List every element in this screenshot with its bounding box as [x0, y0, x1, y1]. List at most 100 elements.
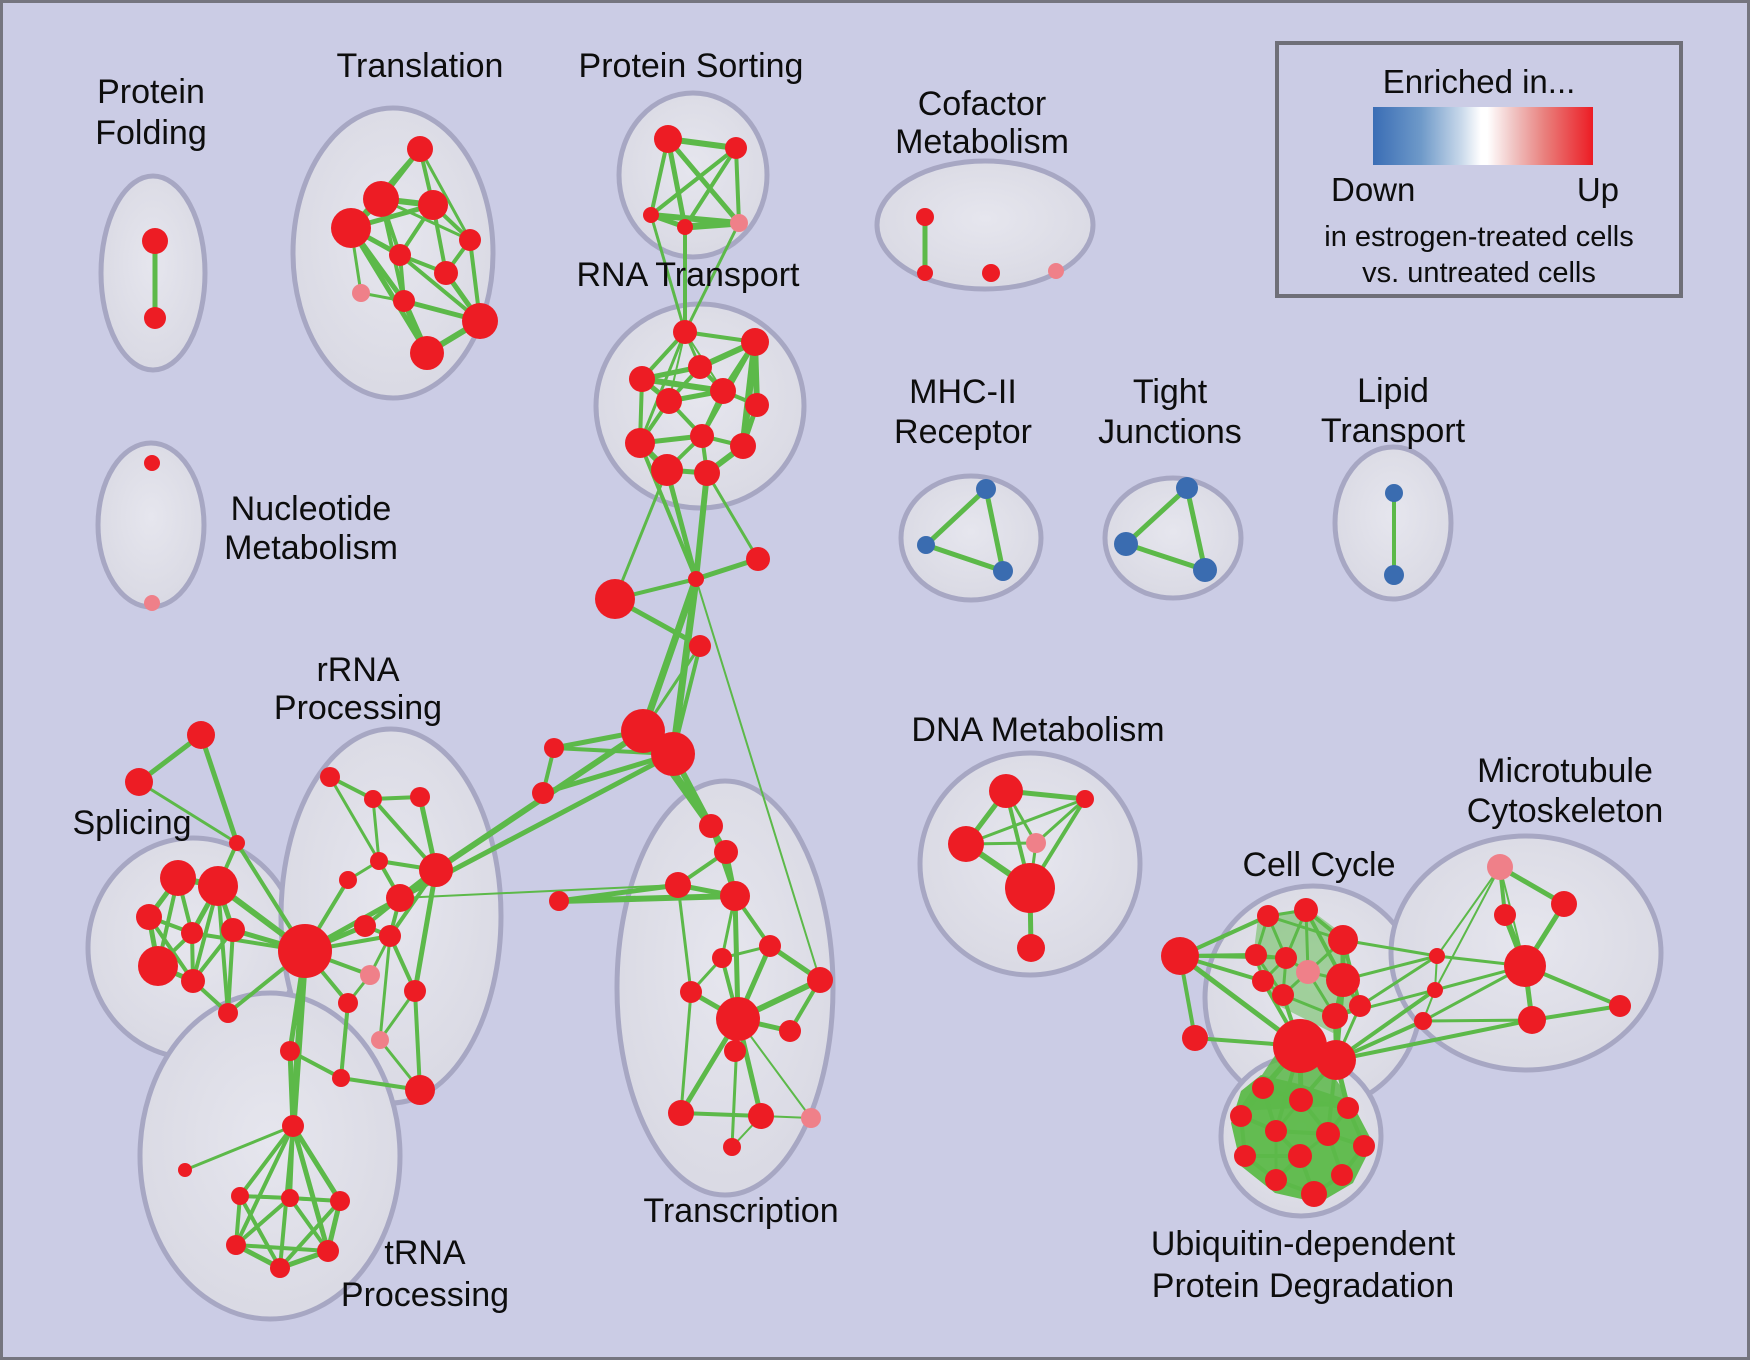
node-tr1 [699, 814, 723, 838]
network-edge [705, 471, 760, 561]
node-t3 [418, 190, 448, 220]
node-rt10 [730, 433, 756, 459]
node-t11 [410, 336, 444, 370]
rrna-processing-label: rRNA [316, 651, 399, 689]
node-sp3 [136, 904, 162, 930]
network-edge [234, 1196, 292, 1247]
node-tr5 [712, 948, 732, 968]
node-cn3 [595, 579, 635, 619]
node-rr14 [332, 1069, 350, 1087]
node-rr7 [386, 884, 414, 912]
splicing-label: Splicing [72, 804, 191, 842]
network-edge [638, 441, 698, 581]
node-rr6 [419, 853, 453, 887]
cofactor-metabolism-label: Cofactor [918, 85, 1047, 123]
network-edge [1123, 485, 1190, 547]
node-cc9 [1326, 963, 1360, 997]
rna-transport-label: RNA Transport [577, 256, 801, 294]
node-nm2 [144, 595, 160, 611]
microtubule-cytoskeleton-label: Cytoskeleton [1467, 792, 1664, 830]
node-rr2 [364, 790, 382, 808]
node-tr6 [759, 935, 781, 957]
network-edge [1184, 485, 1208, 573]
network-edge [328, 775, 381, 863]
node-rr13 [371, 1031, 389, 1049]
network-edge [226, 928, 235, 1015]
network-edge [1334, 1018, 1534, 1062]
legend-box: Enriched in... Down Up in estrogen-treat… [1275, 41, 1683, 298]
node-tn3 [281, 1189, 299, 1207]
node-tn1 [178, 1163, 192, 1177]
node-cc2 [1294, 898, 1318, 922]
node-tr11 [724, 1040, 746, 1062]
node-tn5 [226, 1235, 246, 1255]
node-rt2 [741, 328, 769, 356]
network-edge [665, 136, 688, 230]
network-edge [739, 338, 759, 450]
network-edge [734, 146, 741, 225]
node-t2 [363, 181, 399, 217]
trna-processing-label: tRNA [384, 1234, 466, 1272]
node-sp7 [181, 969, 205, 993]
network-edge [664, 467, 699, 582]
node-pf2 [144, 307, 166, 329]
network-edge [234, 1124, 295, 1247]
node-tr14 [801, 1108, 821, 1128]
network-edge [418, 147, 472, 242]
network-edge [1421, 1018, 1534, 1023]
node-dm6 [1017, 934, 1045, 962]
node-pf1 [142, 228, 168, 254]
cofactor-metabolism-label: Metabolism [895, 123, 1069, 161]
node-dm2 [1076, 790, 1094, 808]
legend-title: Enriched in... [1382, 63, 1576, 100]
node-tr9 [807, 967, 833, 993]
lipid-transport-label: Lipid [1357, 372, 1429, 410]
network-edge [289, 947, 309, 1130]
node-dm5 [1005, 863, 1055, 913]
node-cs3 [549, 891, 569, 911]
node-tr15 [723, 1138, 741, 1156]
network-edge [183, 1124, 295, 1172]
node-tr12 [668, 1100, 694, 1126]
node-nm1 [144, 455, 160, 471]
node-ub7 [1353, 1135, 1375, 1157]
node-sp6 [138, 946, 178, 986]
network-edge [290, 1123, 331, 1254]
network-edge [676, 883, 693, 994]
ubiquitin-degradation-label: Ubiquitin-dependent [1151, 1225, 1456, 1263]
legend-gradient-bar [1373, 107, 1593, 165]
network-edge [216, 884, 230, 1015]
node-cs2 [532, 782, 554, 804]
network-edge [665, 136, 742, 226]
node-mcC3 [1414, 1012, 1432, 1030]
node-rt6 [656, 388, 682, 414]
node-cf3 [982, 264, 1000, 282]
network-edge [137, 780, 239, 845]
node-rt12 [694, 460, 720, 486]
node-rr9 [379, 925, 401, 947]
node-lp2 [1384, 565, 1404, 585]
translation-label: Translation [337, 47, 504, 85]
cell-cycle-label: Cell Cycle [1242, 846, 1395, 884]
node-tj2 [1114, 532, 1138, 556]
node-rr10 [360, 965, 380, 985]
node-mc3 [1494, 904, 1516, 926]
network-edge [290, 1123, 343, 1204]
node-sp1 [160, 860, 196, 896]
node-ps5 [730, 214, 748, 232]
node-cf1 [916, 208, 934, 226]
node-ub10 [1265, 1169, 1287, 1191]
node-ub9 [1288, 1144, 1312, 1168]
node-tj1 [1176, 477, 1198, 499]
network-edge [613, 468, 669, 601]
legend-down-label: Down [1331, 171, 1416, 208]
node-tn6 [317, 1240, 339, 1262]
node-ccG2 [1316, 1040, 1356, 1080]
tight-junctions-label: Junctions [1098, 413, 1242, 451]
node-rr12 [338, 993, 358, 1013]
node-mc1 [1487, 854, 1513, 880]
node-dm1 [989, 774, 1023, 808]
node-mc4 [1504, 945, 1546, 987]
node-tr2 [714, 840, 738, 864]
